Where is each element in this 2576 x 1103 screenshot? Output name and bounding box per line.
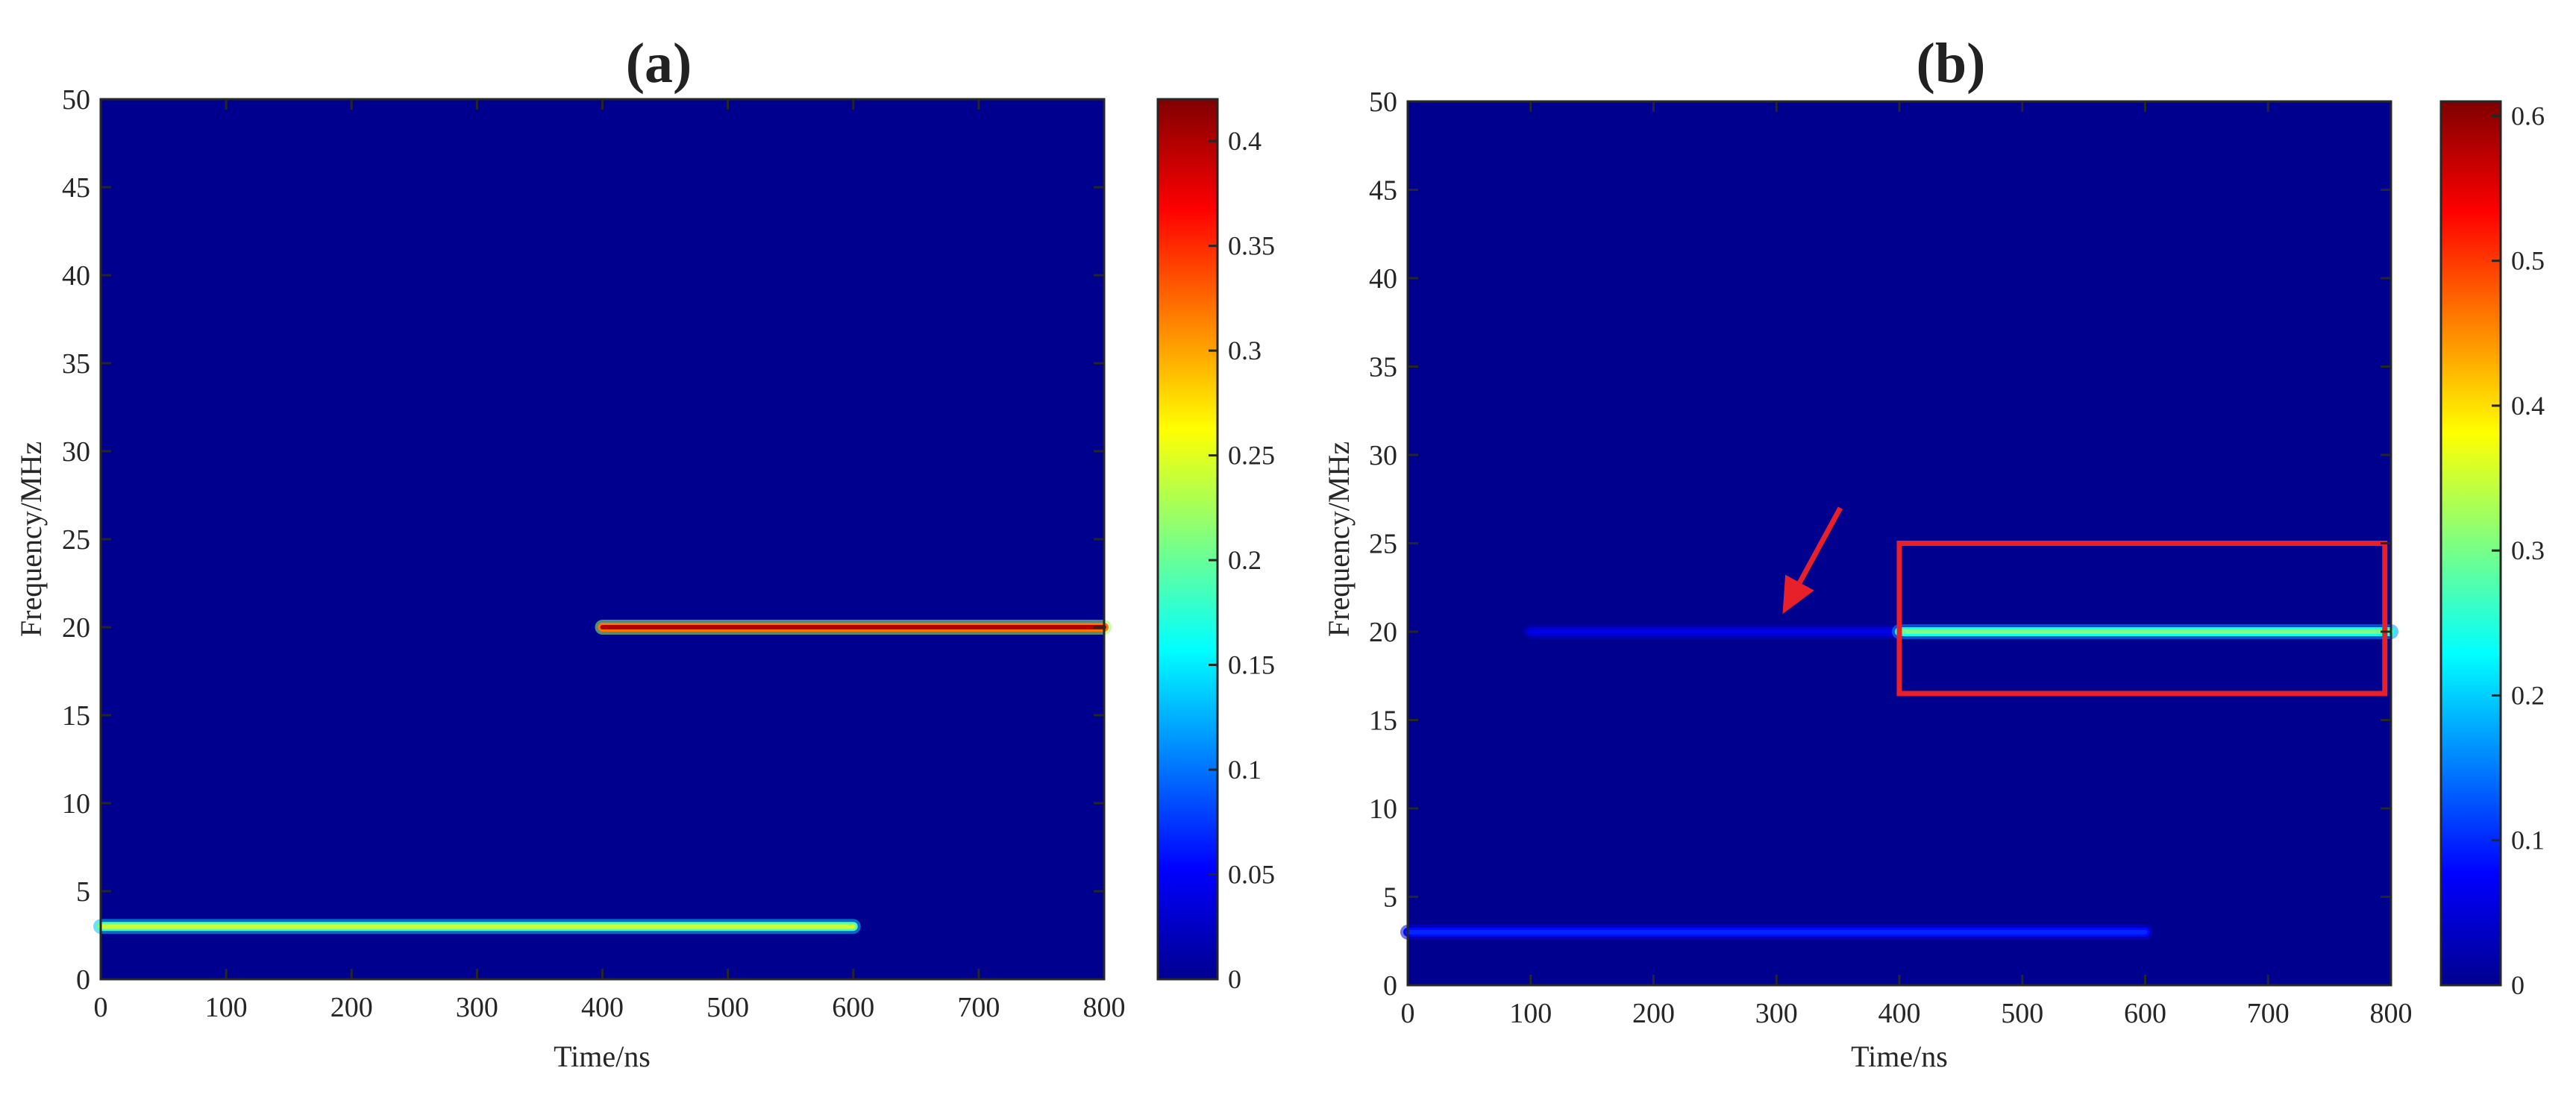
panel-a-ticks: 0 100 200 300 400 500 600 700 800 0 5 10 15 20 25 30 35 4… bbox=[62, 84, 1126, 1023]
panel-a-title: (a) bbox=[626, 32, 692, 95]
panel-b-xtick-label: 300 bbox=[1755, 998, 1798, 1029]
highlight-rectangle bbox=[1896, 541, 2388, 697]
panel-b-xtick-label: 800 bbox=[2370, 998, 2413, 1029]
panel-b-ytick-label: 10 bbox=[1369, 794, 1397, 825]
panel-b-colorbar-tick-label: 0.1 bbox=[2511, 826, 2545, 855]
panel-a-xtick-label: 400 bbox=[581, 992, 624, 1023]
panel-a-plot-area bbox=[101, 99, 1104, 979]
panel-a-ytick-label: 35 bbox=[62, 348, 90, 380]
panel-b-xtick-label: 700 bbox=[2247, 998, 2290, 1029]
panel-b-title: (b) bbox=[1917, 32, 1986, 95]
panel-a-colorbar bbox=[1156, 98, 1219, 981]
panel-a-colorbar-tick-label: 0.1 bbox=[1228, 755, 1262, 785]
panel-b-ytick-label: 5 bbox=[1383, 882, 1397, 914]
panel-a-ytick-label: 5 bbox=[76, 876, 90, 908]
panel-b-ylabel: Frequency/MHz bbox=[1322, 441, 1356, 637]
panel-b-annotations bbox=[1782, 506, 2388, 697]
panel-b-colorbar-tick-label: 0.2 bbox=[2511, 680, 2545, 710]
panel-a-ytick-label: 15 bbox=[62, 700, 90, 732]
panel-b-xtick-label: 100 bbox=[1509, 998, 1552, 1029]
panel-a-ytick-label: 45 bbox=[62, 172, 90, 204]
panel-a-ytick-label: 20 bbox=[62, 612, 90, 644]
panel-a-ytick-label: 10 bbox=[62, 788, 90, 820]
panel-b-ytick-label: 25 bbox=[1369, 529, 1397, 560]
panel-b-ticks: 0 100 200 300 400 500 600 700 800 0 5 10 15 20 25 30 35 4… bbox=[1369, 87, 2413, 1029]
panel-b-ytick-label: 45 bbox=[1369, 175, 1397, 207]
panel-a-colorbar-tick-label: 0.05 bbox=[1228, 860, 1275, 890]
panel-b-xtick-label: 500 bbox=[2001, 998, 2043, 1029]
panel-a-xtick-label: 800 bbox=[1083, 992, 1126, 1023]
panel-a-ylabel: Frequency/MHz bbox=[14, 441, 48, 637]
panel-a-colorbar-tick-label: 0 bbox=[1228, 964, 1241, 994]
panel-b-marks bbox=[1400, 624, 2398, 940]
panel-b-xlabel: Time/ns bbox=[1851, 1040, 1948, 1073]
panel-a-colorbar-tick-label: 0.15 bbox=[1228, 650, 1275, 680]
panel-a-xtick-label: 500 bbox=[706, 992, 749, 1023]
panel-a-xlabel: Time/ns bbox=[554, 1040, 651, 1073]
panel-b-xtick-label: 0 bbox=[1401, 998, 1415, 1029]
panel-b-ytick-label: 40 bbox=[1369, 263, 1397, 295]
panel-b-xtick-label: 200 bbox=[1632, 998, 1675, 1029]
panel-a-xtick-label: 100 bbox=[205, 992, 248, 1023]
panel-a-ytick-label: 30 bbox=[62, 436, 90, 468]
panel-a-marks bbox=[93, 620, 1112, 934]
panel-b-colorbar-tick-label: 0 bbox=[2511, 970, 2525, 1000]
panel-a-ytick-label: 25 bbox=[62, 524, 90, 556]
panel-a-colorbar-ticks: 0 0.05 0.1 0.15 0.2 0.25 0.3 0.35 0.4 bbox=[1209, 126, 1275, 994]
panel-a-xtick-label: 300 bbox=[456, 992, 498, 1023]
panel-b-ytick-label: 20 bbox=[1369, 617, 1397, 648]
panel-b-colorbar-tick-label: 0.6 bbox=[2511, 101, 2545, 131]
panel-b-xtick-label: 600 bbox=[2124, 998, 2166, 1029]
panel-a-ytick-label: 0 bbox=[76, 964, 90, 996]
panel-a-colorbar-tick-label: 0.2 bbox=[1228, 545, 1262, 575]
arrow-annotation-head bbox=[1782, 574, 1814, 615]
panel-b: (b) 0 100 200 300 400 500 600 700 80005101520253… bbox=[1322, 32, 2545, 1073]
panel-b-colorbar-ticks: 0 0.1 0.2 0.3 0.4 0.5 0.6 bbox=[2492, 101, 2545, 1000]
panel-a-ytick-label: 50 bbox=[62, 84, 90, 116]
panel-b-colorbar-tick-label: 0.4 bbox=[2511, 391, 2545, 421]
panel-a-xtick-label: 700 bbox=[957, 992, 1000, 1023]
panel-a-xtick-label: 0 bbox=[94, 992, 108, 1023]
panel-b-xtick-label: 400 bbox=[1878, 998, 1921, 1029]
panel-b-ytick-label: 50 bbox=[1369, 87, 1397, 118]
panel-a-colorbar-tick-label: 0.4 bbox=[1228, 126, 1262, 156]
panel-a-xtick-label: 600 bbox=[832, 992, 874, 1023]
panel-a-xtick-label: 200 bbox=[330, 992, 373, 1023]
panel-b-ytick-label: 35 bbox=[1369, 352, 1397, 383]
panel-a-colorbar-tick-label: 0.3 bbox=[1228, 336, 1262, 365]
panel-b-colorbar-tick-label: 0.3 bbox=[2511, 535, 2545, 565]
panel-b-ytick-label: 0 bbox=[1383, 970, 1397, 1002]
panel-b-ytick-label: 15 bbox=[1369, 706, 1397, 737]
panel-b-colorbar bbox=[2439, 100, 2502, 987]
panel-a-colorbar-tick-label: 0.35 bbox=[1228, 231, 1275, 261]
panel-a-ytick-label: 40 bbox=[62, 260, 90, 292]
panel-b-colorbar-tick-label: 0.5 bbox=[2511, 246, 2545, 276]
panel-a-colorbar-tick-label: 0.25 bbox=[1228, 441, 1275, 471]
panel-a: (a) 0 100 200 300 400 500 600 700 80005101520253… bbox=[14, 32, 1275, 1073]
panel-b-ytick-label: 30 bbox=[1369, 440, 1397, 471]
arrow-annotation-shaft bbox=[1797, 506, 1843, 584]
